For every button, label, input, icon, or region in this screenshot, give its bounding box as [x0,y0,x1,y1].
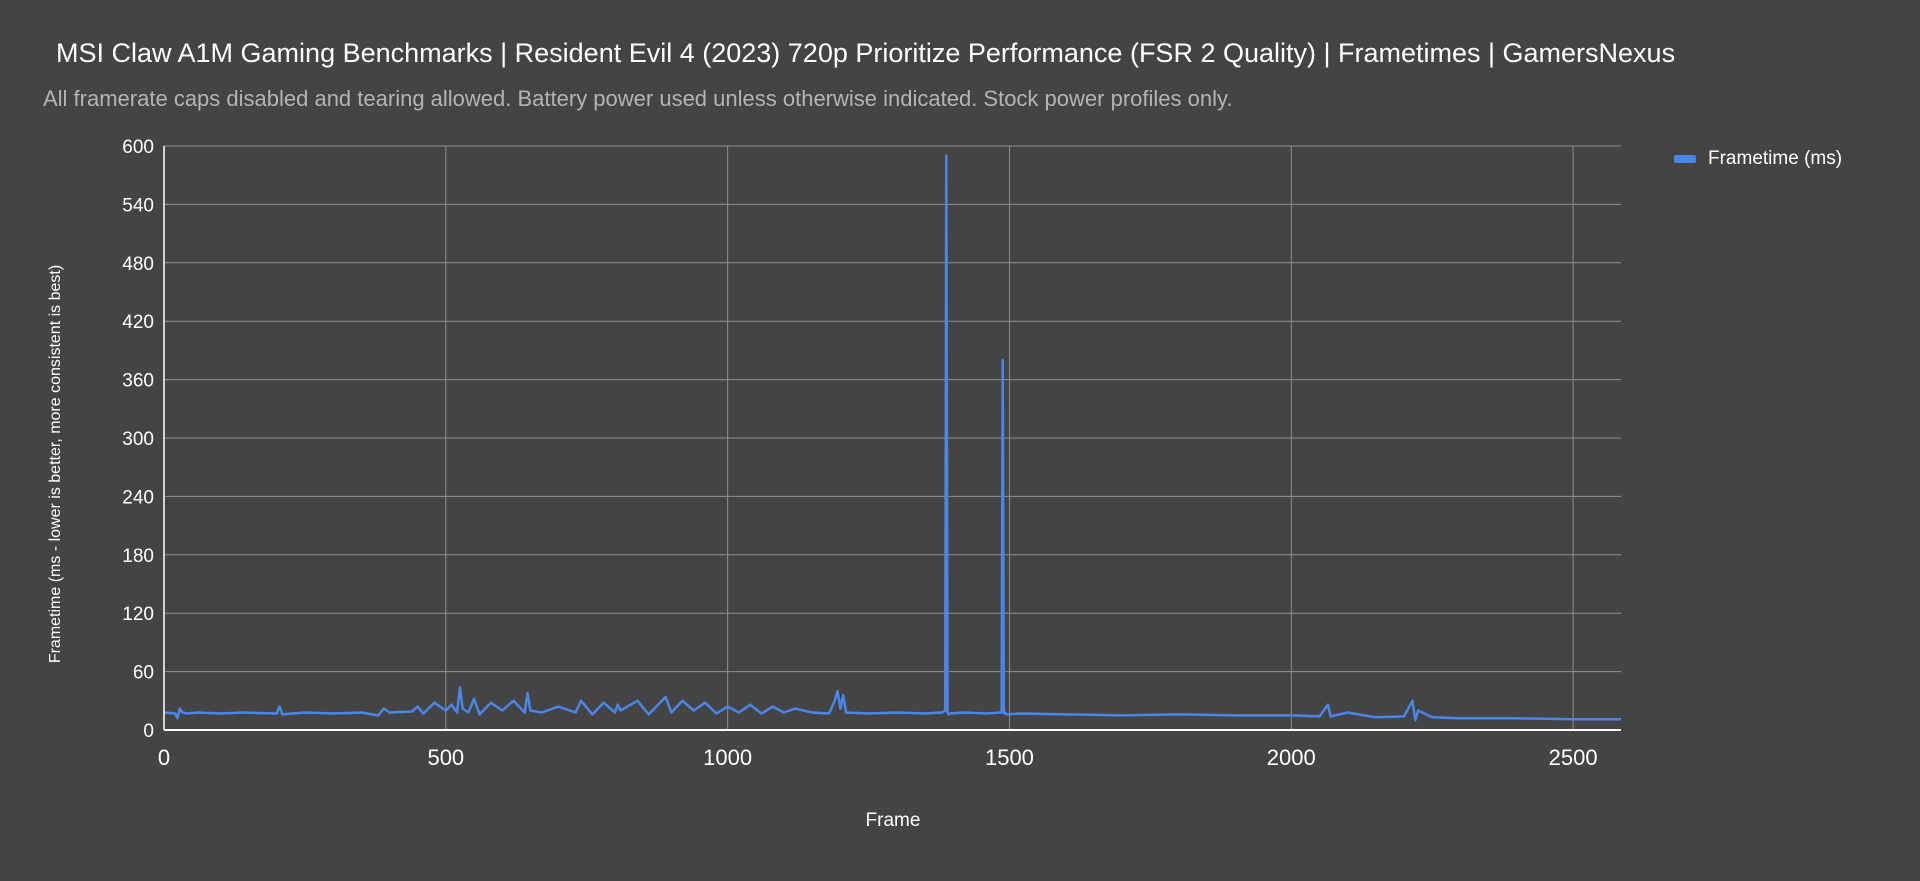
x-tick-label: 1000 [703,745,752,770]
tick-labels: 0 60 120 180 240 300 360 420 480 540 600 0 500 1000 15… [122,137,1597,770]
legend-swatch [1674,155,1696,163]
x-tick-label: 2000 [1267,745,1316,770]
x-tick-label: 500 [427,745,464,770]
x-tick-label: 1500 [985,745,1034,770]
axis-lines [163,146,1621,731]
y-tick-label: 300 [122,429,154,450]
y-tick-label: 180 [122,546,154,567]
series-layer [163,154,1621,722]
chart-subtitle: All framerate caps disabled and tearing … [43,86,1233,111]
y-tick-label: 540 [122,195,154,216]
series-line-frametime [163,154,1621,722]
x-tick-label: 2500 [1549,745,1598,770]
y-tick-label: 360 [122,371,154,392]
y-tick-label: 240 [122,487,154,508]
x-axis-title: Frame [865,810,921,831]
y-tick-label: 0 [143,721,154,742]
legend-label: Frametime (ms) [1708,148,1843,169]
legend: Frametime (ms) [1674,148,1842,170]
y-tick-label: 60 [133,663,154,684]
y-tick-label: 120 [122,604,154,625]
gridlines [163,145,1621,730]
y-axis-title: Frametime (ms - lower is better, more co… [47,264,64,664]
y-tick-label: 480 [122,254,154,275]
chart-title: MSI Claw A1M Gaming Benchmarks | Residen… [56,38,1676,68]
y-tick-label: 420 [122,312,154,333]
x-tick-label: 0 [158,745,170,770]
y-tick-label: 600 [122,137,154,158]
